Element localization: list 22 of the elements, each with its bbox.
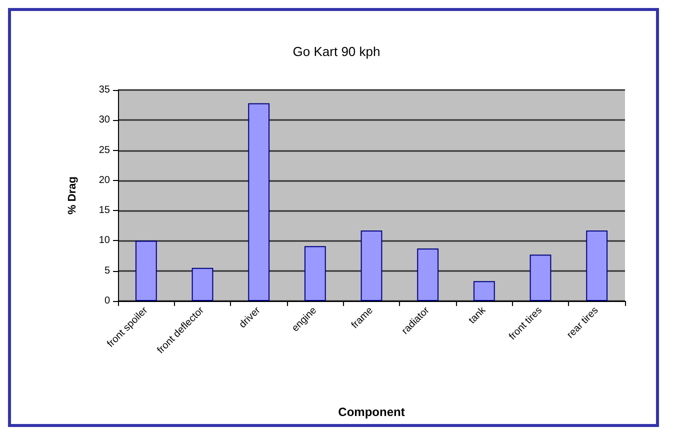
bar (135, 240, 157, 301)
bar (586, 230, 608, 301)
y-tick-label: 35 (98, 84, 110, 96)
bar (304, 246, 326, 301)
bar (360, 230, 382, 301)
x-axis-title: Component (338, 405, 405, 419)
y-tick-label: 25 (98, 144, 110, 156)
y-tick-label: 10 (98, 235, 110, 246)
y-tick-label: 15 (98, 205, 110, 216)
bar (417, 248, 439, 301)
bar (530, 254, 552, 301)
bar (473, 281, 495, 301)
chart-title: Go Kart 90 kph (292, 44, 380, 59)
y-tick-label: 0 (104, 296, 110, 306)
bar (248, 103, 270, 301)
y-tick-label: 5 (104, 265, 110, 276)
y-tick-label: 30 (98, 114, 110, 126)
x-tick-label: rear tires (565, 305, 601, 341)
y-axis-title: % Drag (66, 176, 78, 214)
x-tick-label: tank (466, 305, 488, 326)
bar (192, 268, 214, 301)
y-tick-label: 20 (98, 174, 110, 186)
